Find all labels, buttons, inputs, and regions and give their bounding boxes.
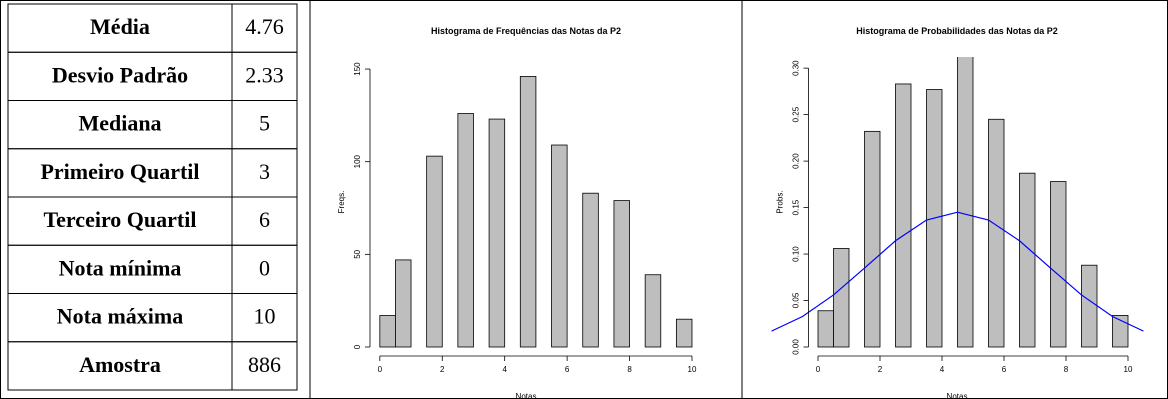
y-axis-label: Freqs. <box>337 191 346 214</box>
x-tick-label: 6 <box>565 365 570 374</box>
y-tick-label: 150 <box>353 62 362 76</box>
x-tick-label: 0 <box>816 365 821 374</box>
y-tick-label: 0.10 <box>792 246 801 262</box>
row-value: 886 <box>248 352 281 377</box>
x-tick-label: 10 <box>1124 365 1133 374</box>
bar <box>582 192 599 348</box>
bar <box>675 318 693 348</box>
x-tick-label: 8 <box>627 365 632 374</box>
row-value: 5 <box>259 111 270 136</box>
x-tick-label: 8 <box>1064 365 1069 374</box>
row-label: Amostra <box>79 352 161 377</box>
bar <box>395 259 412 348</box>
row-label: Terceiro Quartil <box>44 207 197 232</box>
row-value: 10 <box>254 304 276 329</box>
bar <box>957 57 974 348</box>
y-tick-label: 0.20 <box>792 153 801 169</box>
x-tick-label: 4 <box>502 365 507 374</box>
density-curve <box>771 211 1144 332</box>
row-label: Média <box>90 14 150 39</box>
y-tick-label: 0.00 <box>792 339 801 355</box>
x-tick-label: 2 <box>878 365 883 374</box>
bar <box>551 144 568 348</box>
row-value: 3 <box>259 159 270 184</box>
x-tick-label: 10 <box>688 365 697 374</box>
bar <box>833 248 850 348</box>
y-tick-label: 0.30 <box>792 60 801 76</box>
row-label: Desvio Padrão <box>52 62 188 87</box>
y-tick-label: 0.25 <box>792 106 801 122</box>
row-label: Nota máxima <box>57 304 183 329</box>
bar <box>1081 264 1098 348</box>
bar <box>864 130 881 348</box>
row-label: Primeiro Quartil <box>40 159 199 184</box>
y-axis-label: Probs. <box>776 190 785 213</box>
y-tick-label: 100 <box>353 154 362 168</box>
row-value: 2.33 <box>245 62 284 87</box>
row-value: 0 <box>259 255 270 280</box>
bar <box>817 310 834 348</box>
y-tick-label: 0 <box>353 344 362 349</box>
y-tick-label: 50 <box>353 249 362 258</box>
bar <box>895 83 912 348</box>
row-label: Nota mínima <box>59 255 182 280</box>
x-axis-label: Notas <box>947 392 968 399</box>
bar <box>988 118 1005 348</box>
chart-title: Histograma de Probabilidades das Notas d… <box>856 26 1058 36</box>
bar <box>426 155 443 348</box>
row-value: 6 <box>259 207 270 232</box>
x-tick-label: 0 <box>378 365 383 374</box>
bar <box>613 200 630 348</box>
bar <box>1112 314 1129 348</box>
x-tick-label: 4 <box>940 365 945 374</box>
row-label: Mediana <box>78 111 161 136</box>
bar <box>457 113 474 348</box>
y-tick-label: 0.05 <box>792 292 801 308</box>
bar <box>1019 172 1036 348</box>
bar <box>644 274 662 348</box>
bar <box>519 76 537 348</box>
bar <box>488 118 506 348</box>
bar <box>1050 181 1067 348</box>
x-tick-label: 2 <box>440 365 445 374</box>
y-tick-label: 0.15 <box>792 199 801 215</box>
bar <box>379 315 396 348</box>
table-cell <box>231 341 298 391</box>
chart-title: Histograma de Frequências das Notas da P… <box>431 26 621 36</box>
x-tick-label: 6 <box>1002 365 1007 374</box>
x-axis-label: Notas <box>516 392 537 399</box>
row-value: 4.76 <box>245 14 284 39</box>
